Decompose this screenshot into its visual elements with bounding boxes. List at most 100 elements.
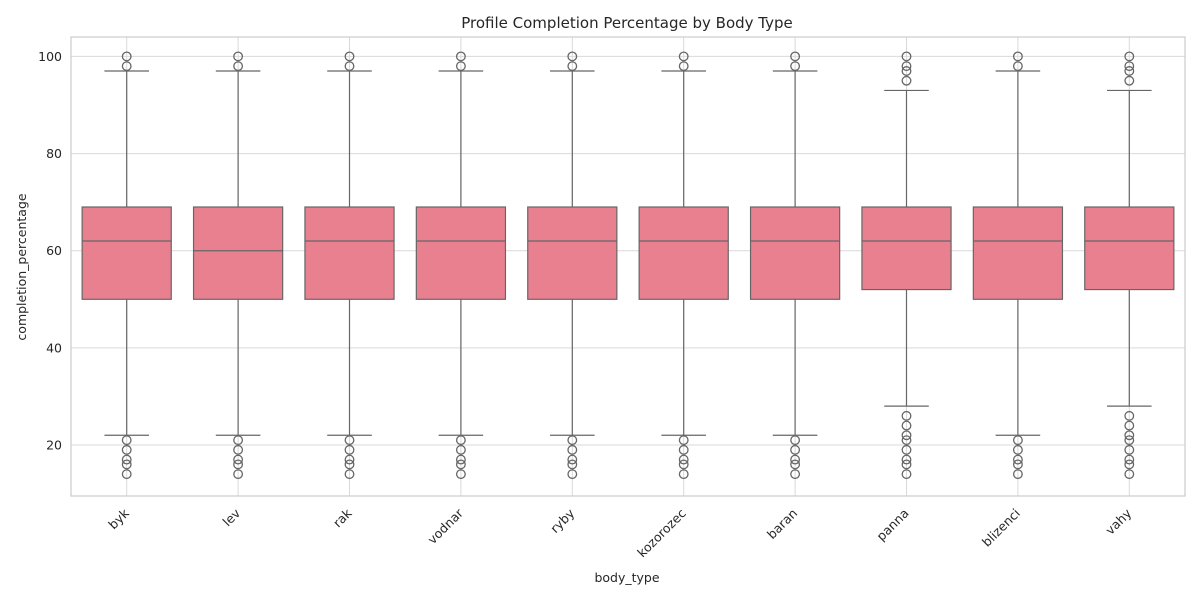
- outlier-point: [1012, 454, 1023, 465]
- outlier-point: [901, 469, 912, 480]
- outlier-point: [901, 75, 912, 86]
- outlier-point: [678, 459, 689, 470]
- box-blizenci: [972, 51, 1064, 480]
- outlier-point: [678, 469, 689, 480]
- outlier-point: [455, 444, 466, 455]
- outlier-point: [1012, 61, 1023, 72]
- outlier-point: [1124, 51, 1135, 62]
- outlier-point: [567, 61, 578, 72]
- outlier-point: [344, 435, 355, 446]
- outlier-point: [901, 420, 912, 431]
- box-panna: [861, 51, 952, 480]
- x-tick-label-baran: baran: [764, 506, 800, 542]
- y-tick-label: 60: [46, 243, 62, 258]
- iqr-box: [304, 206, 395, 300]
- outlier-point: [233, 435, 244, 446]
- outlier-point: [901, 66, 912, 76]
- x-tick-labels: byk lev rak vodnar ryby kozorozec baran panna bl…: [105, 505, 1135, 560]
- outlier-point: [233, 444, 244, 455]
- box-series: [81, 51, 1175, 480]
- outlier-point: [455, 435, 466, 446]
- iqr-box: [749, 206, 841, 300]
- iqr-box: [1084, 206, 1175, 291]
- outlier-point: [901, 410, 912, 421]
- iqr-box: [638, 206, 729, 300]
- outlier-point: [901, 435, 912, 446]
- iqr-box: [527, 206, 618, 300]
- outlier-point: [1012, 435, 1023, 446]
- outlier-point: [901, 454, 912, 465]
- outlier-point: [121, 469, 132, 480]
- outlier-point: [567, 51, 578, 62]
- outlier-point: [455, 469, 466, 480]
- outlier-point: [1124, 435, 1135, 446]
- outlier-point: [678, 454, 689, 465]
- iqr-box: [192, 206, 284, 300]
- outlier-point: [344, 454, 355, 465]
- outlier-point: [1124, 61, 1135, 72]
- x-tick-label-vodnar: vodnar: [425, 505, 467, 547]
- chart-title: Profile Completion Percentage by Body Ty…: [461, 14, 793, 32]
- outlier-point: [567, 444, 578, 455]
- outlier-point: [1124, 420, 1135, 431]
- box-baran: [749, 51, 841, 480]
- outlier-point: [567, 435, 578, 446]
- iqr-box: [861, 206, 952, 291]
- outlier-point: [678, 435, 689, 446]
- outlier-point: [233, 51, 244, 62]
- outlier-point: [901, 61, 912, 72]
- outlier-point: [344, 61, 355, 72]
- outlier-point: [790, 435, 801, 446]
- outlier-point: [790, 51, 801, 62]
- outlier-point: [678, 444, 689, 455]
- y-tick-label: 40: [46, 340, 62, 355]
- box-byk: [81, 51, 172, 480]
- box-lev: [192, 51, 284, 480]
- y-axis-label: completion_percentage: [14, 193, 29, 340]
- outlier-point: [455, 454, 466, 465]
- x-tick-label-kozorozec: kozorozec: [634, 505, 689, 560]
- box-ryby: [527, 51, 618, 480]
- outlier-point: [1124, 66, 1135, 76]
- outlier-point: [901, 459, 912, 470]
- x-tick-label-panna: panna: [873, 506, 911, 544]
- x-tick-label-lev: lev: [219, 505, 243, 529]
- outlier-point: [1124, 469, 1135, 480]
- outlier-point: [678, 61, 689, 72]
- outlier-point: [790, 444, 801, 455]
- x-tick-label-byk: byk: [105, 505, 132, 532]
- box-vodnar: [415, 51, 507, 480]
- outlier-point: [1124, 410, 1135, 421]
- outlier-point: [1124, 454, 1135, 465]
- box-vahy: [1084, 51, 1175, 480]
- outlier-point: [1124, 459, 1135, 470]
- x-tick-label-vahy: vahy: [1102, 505, 1135, 538]
- y-tick-label: 20: [46, 438, 62, 453]
- outlier-point: [233, 454, 244, 465]
- outlier-point: [567, 459, 578, 470]
- outlier-point: [121, 459, 132, 470]
- outlier-point: [790, 61, 801, 72]
- outlier-point: [455, 459, 466, 470]
- outlier-point: [1124, 75, 1135, 86]
- outlier-point: [344, 459, 355, 470]
- y-tick-label: 80: [46, 146, 62, 161]
- x-tick-label-blizenci: blizenci: [979, 506, 1023, 550]
- iqr-box: [81, 206, 172, 300]
- outlier-point: [233, 61, 244, 72]
- outlier-point: [455, 61, 466, 72]
- outlier-point: [121, 61, 132, 72]
- outlier-point: [901, 444, 912, 455]
- outlier-point: [121, 444, 132, 455]
- outlier-point: [233, 469, 244, 480]
- outlier-point: [1012, 51, 1023, 62]
- outlier-point: [901, 430, 912, 441]
- outlier-point: [790, 454, 801, 465]
- y-tick-labels: 20 40 60 80 100: [38, 49, 62, 453]
- outlier-point: [567, 454, 578, 465]
- iqr-box: [972, 206, 1064, 300]
- outlier-point: [121, 51, 132, 62]
- outlier-point: [790, 459, 801, 470]
- outlier-point: [344, 444, 355, 455]
